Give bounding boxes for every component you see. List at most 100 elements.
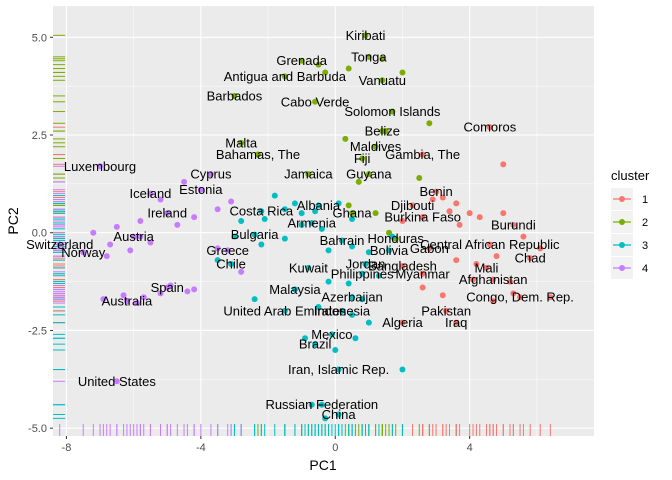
point-label: Indonesia [314,303,371,318]
data-point [359,296,366,303]
data-point [520,233,527,240]
data-point [207,171,214,178]
data-point [305,264,312,271]
legend-key-point [619,219,625,225]
point-label: Burundi [491,217,536,232]
point-label: Mali [475,260,499,275]
data-point [298,57,305,64]
point-label: Bahamas, The [216,147,300,162]
data-point [318,401,325,408]
point-label: Grenada [276,53,327,68]
legend-title: cluster [611,168,650,183]
data-point [386,247,393,254]
data-point [473,261,480,267]
point-label: Norway [61,245,106,260]
point-label: Cyprus [190,167,232,182]
legend-label: 3 [642,240,648,252]
point-label: United States [78,374,157,389]
data-point [335,366,342,373]
data-point [130,233,137,240]
point-label: Pakistan [421,303,471,318]
data-point [254,151,261,158]
point-label: Brazil [299,337,332,352]
data-point [386,229,393,236]
data-point [325,247,332,254]
data-point [322,415,329,422]
data-point [362,32,369,39]
point-label: Jamaica [284,167,333,182]
data-point [446,208,453,215]
data-point [500,161,507,168]
data-point [137,218,144,224]
data-point [312,341,319,348]
point-label: Algeria [382,315,423,330]
data-point [238,139,245,146]
data-point [379,55,386,62]
data-point [214,206,221,213]
data-point [486,124,493,131]
point-label: Benin [419,184,452,199]
data-point [147,190,154,197]
data-point [147,239,154,246]
data-point [389,233,396,240]
data-point [298,221,305,228]
data-point [466,210,473,217]
data-point [261,216,268,223]
data-point [291,286,298,293]
y-axis-title: PC2 [5,207,21,234]
point-label: Djibouti [391,198,434,213]
data-point [214,245,221,252]
data-point [56,241,63,248]
data-point [433,188,440,195]
point-label: Antigua and Barbuda [224,69,347,84]
data-point [510,290,517,297]
point-label: Maldives [350,139,402,154]
data-point [349,311,356,318]
data-point [349,243,356,250]
data-point [90,229,97,236]
rug-marks [53,34,551,436]
data-point [500,210,507,217]
point-label: Congo, Dem. Rep. [466,290,574,305]
data-point [338,307,345,314]
data-point [123,298,130,305]
data-point [537,245,544,252]
data-point [157,196,164,203]
data-point [291,200,298,207]
data-point [426,120,433,127]
point-label: Switzerland [26,237,93,252]
data-point [238,268,245,275]
point-label: Bahrain [320,233,365,248]
x-tick-label: -4 [196,442,206,454]
y-tick-label: -5.0 [28,423,47,435]
data-point [328,331,335,338]
data-point [157,290,164,297]
data-point [214,257,221,264]
data-point [164,210,171,217]
data-point [315,61,322,68]
data-point [271,192,278,199]
data-point [379,77,386,84]
data-point [315,304,322,310]
point-label: Luxembourg [64,159,136,174]
point-label: Philippines [331,266,394,281]
data-point [486,241,493,248]
point-label: Austria [113,229,154,244]
data-point [281,235,288,242]
data-point [228,261,235,267]
data-point [483,264,490,271]
data-point [322,69,329,76]
data-point [191,286,198,293]
data-point [312,98,319,105]
data-point [107,241,114,248]
data-point [355,178,362,185]
data-point [453,257,460,264]
point-label: Iraq [445,315,467,330]
point-label: Afghanistan [459,272,528,287]
data-point [419,214,426,221]
data-point [335,411,342,418]
data-point [453,319,460,326]
data-point [426,245,433,252]
data-point [113,223,120,230]
